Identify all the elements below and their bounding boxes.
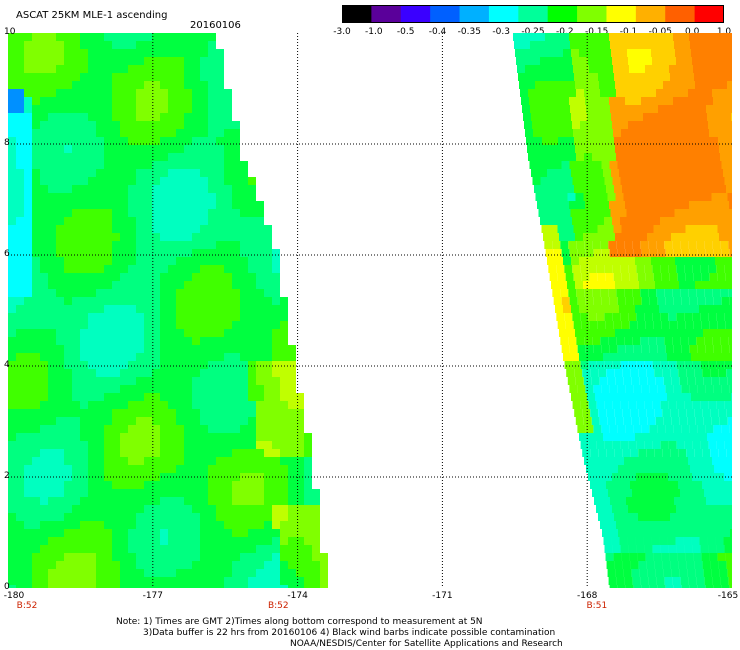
y-tick-label: 2	[4, 471, 10, 481]
colorbar-swatch	[459, 5, 490, 23]
x-tick-label: -177	[142, 591, 164, 601]
colorbar-label: -3.0	[333, 27, 351, 37]
colorbar-label: 1.0	[716, 27, 732, 37]
map-date: 20160106	[190, 20, 241, 31]
x-tick-label: -171	[432, 591, 453, 601]
colorbar-swatch	[577, 5, 608, 23]
colorbar-label: 0.0	[684, 27, 700, 37]
colorbar-label: -0.05	[648, 27, 672, 37]
pass-time-label: B:51	[586, 601, 608, 611]
colorbar-swatch	[694, 5, 724, 23]
colorbar	[342, 5, 724, 23]
map-title: ASCAT 25KM MLE-1 ascending	[16, 10, 168, 21]
x-tick-label: -174	[287, 591, 308, 601]
colorbar-swatch	[665, 5, 696, 23]
colorbar-swatch	[430, 5, 461, 23]
x-tick-label: -165	[717, 591, 739, 601]
footer-note-3: NOAA/NESDIS/Center for Satellite Applica…	[290, 639, 563, 649]
colorbar-swatch	[488, 5, 519, 23]
colorbar-swatch	[342, 5, 372, 23]
colorbar-label: -0.4	[428, 27, 447, 37]
colorbar-label: -0.15	[585, 27, 609, 37]
colorbar-label: -0.25	[521, 27, 545, 37]
colorbar-swatch	[547, 5, 578, 23]
graticule	[8, 33, 732, 588]
pass-time-label: B:52	[16, 601, 38, 611]
pass-time-label: B:52	[267, 601, 289, 611]
x-tick-label: -180	[3, 591, 25, 601]
x-tick-label: -168	[576, 591, 598, 601]
east-swath	[513, 33, 732, 588]
colorbar-swatch	[635, 5, 666, 23]
colorbar-label: -0.35	[457, 27, 481, 37]
colorbar-label: -0.3	[492, 27, 510, 37]
west-swath	[8, 33, 328, 588]
footer-note-2: 3)Data buffer is 22 hrs from 20160106 4)…	[143, 628, 556, 638]
colorbar-swatch	[400, 5, 431, 23]
colorbar-label: -1.0	[365, 27, 383, 37]
y-tick-label: 4	[4, 360, 10, 370]
y-tick-label: 6	[4, 249, 10, 259]
colorbar-label: -0.5	[396, 27, 415, 37]
y-tick-label: 8	[4, 138, 10, 148]
colorbar-label: -0.2	[556, 27, 574, 37]
y-tick-label: 0	[4, 582, 10, 592]
footer-note-1: Note: 1) Times are GMT 2)Times along bot…	[116, 617, 483, 627]
swath-map	[8, 33, 732, 588]
colorbar-swatch	[606, 5, 637, 23]
colorbar-swatch	[518, 5, 549, 23]
colorbar-swatch	[371, 5, 402, 23]
colorbar-label: -0.1	[619, 27, 638, 37]
y-tick-label: 10	[4, 27, 16, 37]
